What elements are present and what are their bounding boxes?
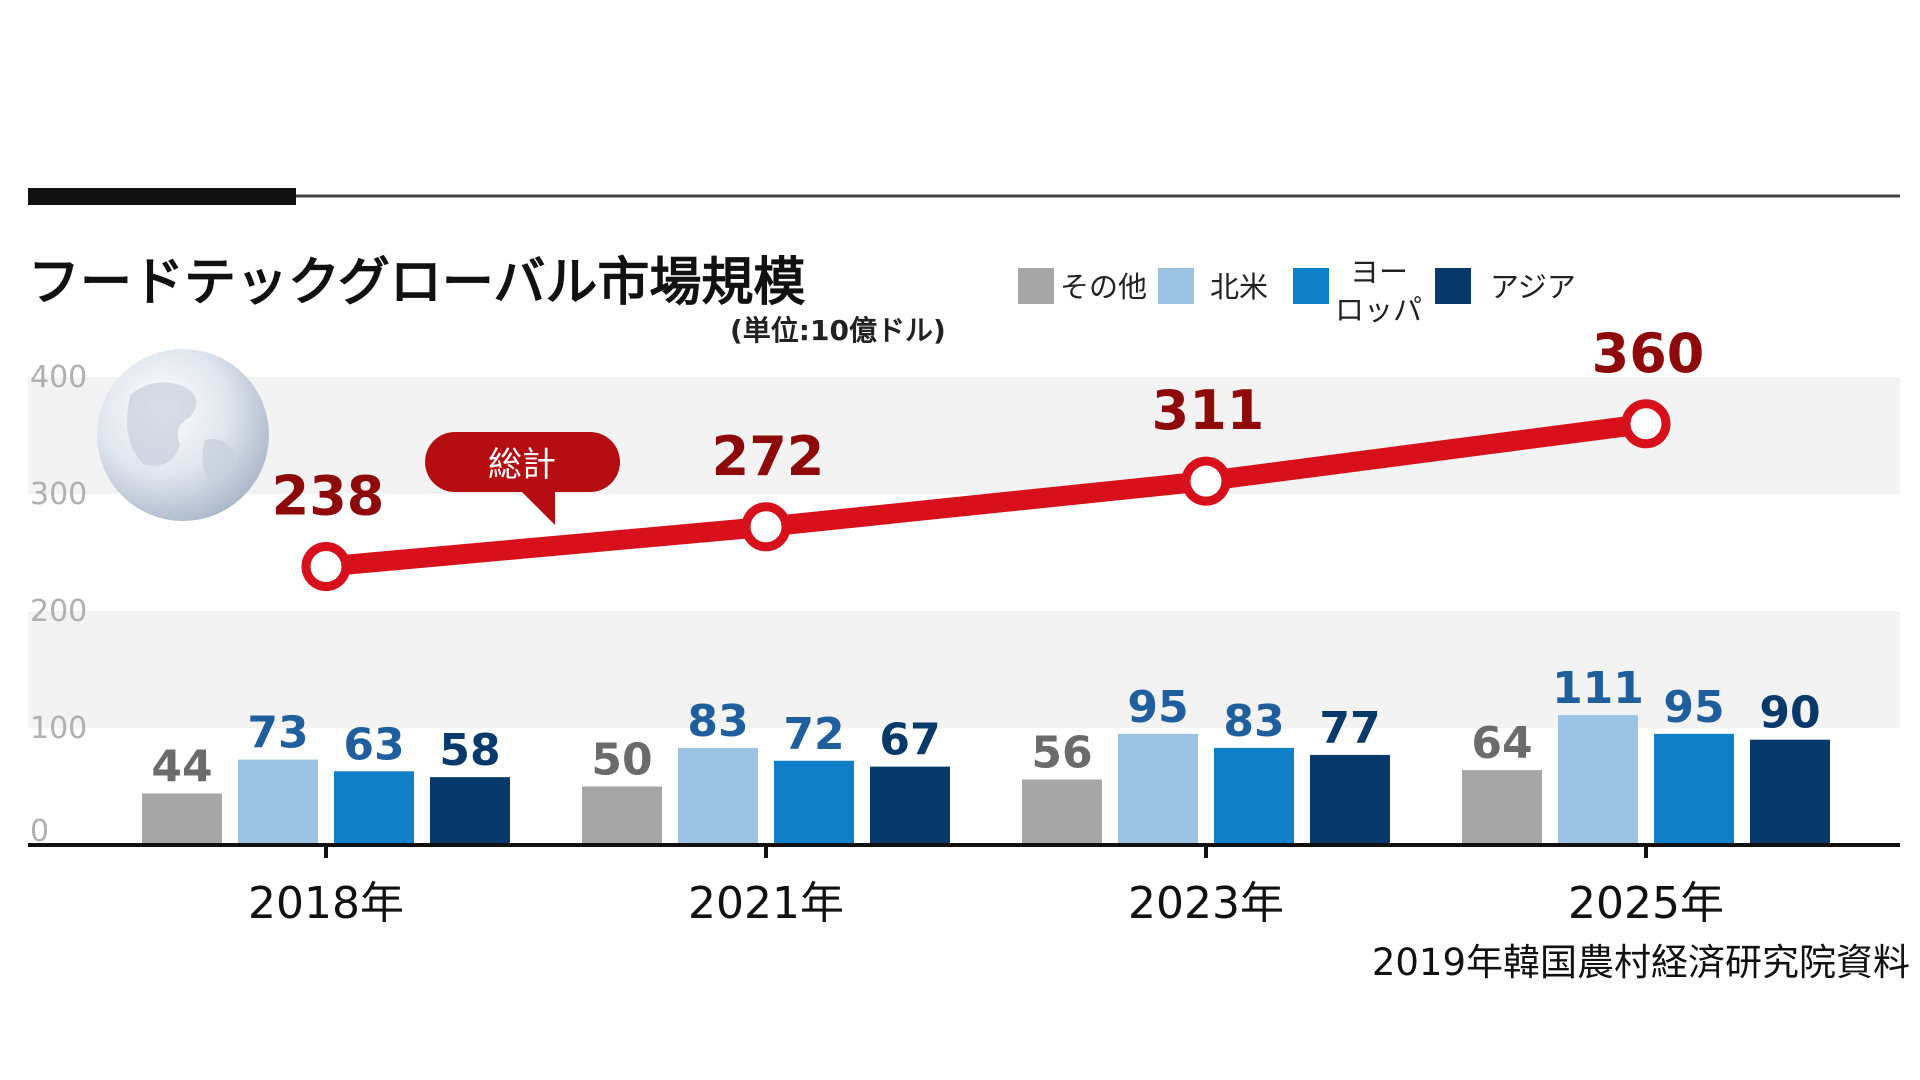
bar [1310, 754, 1390, 845]
total-value-label: 311 [1152, 379, 1265, 442]
chart-unit: (単位:10億ドル) [730, 314, 946, 347]
bar-value-label: 95 [1663, 682, 1724, 733]
legend-label: 北米 [1210, 270, 1268, 304]
bar-value-label: 56 [1031, 727, 1092, 778]
bar [582, 786, 662, 845]
legend: その他 北米 ヨーロッパ アジア [1018, 255, 1576, 327]
total-bubble-label: 総計 [488, 445, 556, 485]
bar [1214, 747, 1294, 845]
bar-value-label: 63 [343, 719, 404, 770]
header-rule-accent [28, 188, 296, 205]
bar-value-label: 72 [783, 709, 844, 760]
chart-title: フードテックグローバル市場規模 [28, 253, 805, 313]
y-tick-label: 200 [30, 594, 87, 629]
bar-value-label: 64 [1471, 718, 1532, 769]
bar-value-label: 83 [1223, 696, 1284, 747]
total-point [741, 502, 791, 552]
legend-swatch [1435, 268, 1471, 304]
legend-swatch [1293, 268, 1329, 304]
x-axis-ticks: 2018年 2021年 2023年 2025年 [248, 845, 1724, 929]
bar [1462, 770, 1542, 845]
bar [334, 771, 414, 845]
bar [1750, 739, 1830, 845]
total-value-label: 272 [712, 425, 825, 488]
grid-band [28, 611, 1900, 728]
bar-value-label: 77 [1319, 703, 1380, 754]
legend-swatch [1018, 268, 1054, 304]
bar [870, 766, 950, 845]
legend-label: その他 [1060, 270, 1147, 304]
globe-icon [97, 349, 269, 521]
bars: 44 73 63 58 50 83 72 67 56 95 83 77 64 111 95 90 [142, 663, 1830, 845]
bar-value-label: 44 [151, 742, 212, 793]
y-tick-label: 0 [30, 814, 49, 849]
x-tick-label: 2023年 [1128, 878, 1284, 929]
bar-value-label: 67 [879, 715, 940, 766]
total-point [1181, 456, 1231, 506]
total-line-series: 238 272 311 360 [272, 322, 1705, 592]
bar [1558, 715, 1638, 845]
legend-label: アジア [1490, 270, 1576, 304]
x-tick-label: 2021年 [688, 878, 844, 929]
bar-value-label: 58 [439, 725, 500, 776]
bar-value-label: 95 [1127, 682, 1188, 733]
bar-value-label: 83 [687, 696, 748, 747]
bar [430, 777, 510, 845]
y-axis-ticks: 0 100 200 300 400 [30, 360, 87, 849]
bar [774, 760, 854, 845]
total-point [301, 542, 351, 592]
legend-swatch [1158, 268, 1194, 304]
total-point [1621, 399, 1671, 449]
bar [1118, 733, 1198, 845]
y-tick-label: 100 [30, 711, 87, 746]
x-tick-label: 2018年 [248, 878, 404, 929]
legend-label: ヨーロッパ [1335, 255, 1422, 327]
y-tick-label: 400 [30, 360, 87, 395]
bar [1654, 733, 1734, 845]
source-note: 2019年韓国農村経済研究院資料 [1372, 941, 1910, 984]
total-line [316, 413, 1656, 577]
bar [678, 747, 758, 845]
bar [142, 793, 222, 845]
total-bubble: 総計 [425, 432, 620, 525]
grid-bands [28, 377, 1900, 728]
y-tick-label: 300 [30, 477, 87, 512]
bar-value-label: 111 [1552, 663, 1644, 714]
x-tick-label: 2025年 [1568, 878, 1724, 929]
total-value-label: 360 [1592, 322, 1705, 385]
total-value-label: 238 [272, 465, 385, 528]
bar [238, 759, 318, 845]
bar [1022, 779, 1102, 845]
bar-value-label: 73 [247, 708, 308, 759]
bar-value-label: 50 [591, 735, 652, 786]
bar-value-label: 90 [1759, 688, 1820, 739]
